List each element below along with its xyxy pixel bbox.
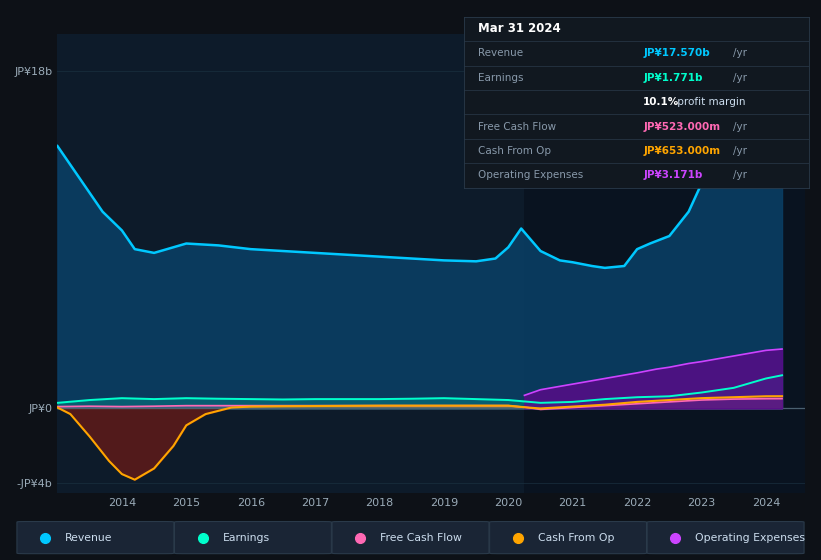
- Text: Operating Expenses: Operating Expenses: [695, 533, 805, 543]
- Text: Mar 31 2024: Mar 31 2024: [478, 22, 561, 35]
- Text: 10.1%: 10.1%: [643, 97, 680, 107]
- FancyBboxPatch shape: [647, 521, 804, 554]
- Text: /yr: /yr: [733, 170, 747, 180]
- Text: Revenue: Revenue: [478, 48, 523, 58]
- Text: JP¥17.570b: JP¥17.570b: [643, 48, 710, 58]
- Text: JP¥1.771b: JP¥1.771b: [643, 73, 703, 83]
- Text: profit margin: profit margin: [674, 97, 745, 107]
- FancyBboxPatch shape: [175, 521, 332, 554]
- FancyBboxPatch shape: [332, 521, 489, 554]
- Text: Earnings: Earnings: [478, 73, 523, 83]
- Text: Cash From Op: Cash From Op: [538, 533, 614, 543]
- Text: Earnings: Earnings: [222, 533, 270, 543]
- FancyBboxPatch shape: [489, 521, 646, 554]
- Text: Free Cash Flow: Free Cash Flow: [478, 122, 556, 132]
- Text: Free Cash Flow: Free Cash Flow: [380, 533, 462, 543]
- Text: /yr: /yr: [733, 122, 747, 132]
- Text: Operating Expenses: Operating Expenses: [478, 170, 583, 180]
- Text: JP¥523.000m: JP¥523.000m: [643, 122, 720, 132]
- Text: /yr: /yr: [733, 73, 747, 83]
- Text: /yr: /yr: [733, 146, 747, 156]
- Bar: [525, 34, 805, 493]
- Text: Cash From Op: Cash From Op: [478, 146, 551, 156]
- Text: JP¥3.171b: JP¥3.171b: [643, 170, 703, 180]
- Text: /yr: /yr: [733, 48, 747, 58]
- Text: JP¥653.000m: JP¥653.000m: [643, 146, 720, 156]
- Text: Revenue: Revenue: [65, 533, 112, 543]
- FancyBboxPatch shape: [17, 521, 174, 554]
